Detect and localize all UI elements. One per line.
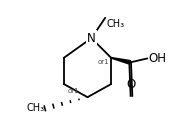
Text: O: O (127, 78, 136, 91)
Text: or1: or1 (97, 59, 109, 65)
Text: or1: or1 (67, 88, 79, 94)
Text: CH₃: CH₃ (107, 19, 125, 29)
Polygon shape (111, 58, 131, 64)
Text: N: N (87, 32, 96, 45)
Text: CH₃: CH₃ (26, 103, 44, 113)
Text: OH: OH (148, 52, 166, 65)
